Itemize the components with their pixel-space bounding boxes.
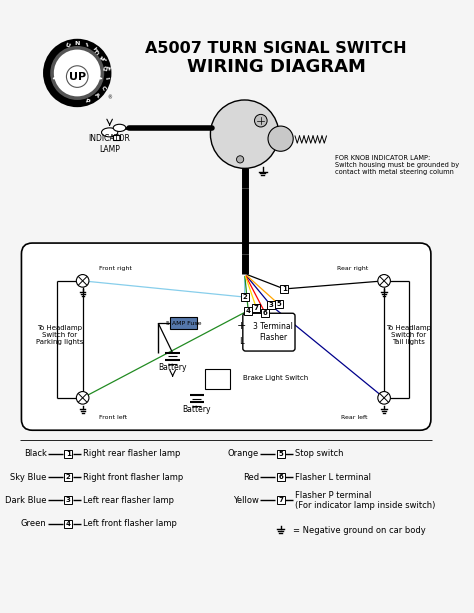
Text: F: F [104, 66, 109, 70]
Text: FOR KNOB INDICATOR LAMP:
Switch housing must be grounded by
contact with metal s: FOR KNOB INDICATOR LAMP: Switch housing … [335, 155, 459, 175]
Circle shape [76, 275, 89, 287]
Text: T: T [93, 47, 100, 53]
Text: Yellow: Yellow [233, 496, 259, 505]
Text: To Headlamp
Switch for
Tail lights: To Headlamp Switch for Tail lights [386, 325, 431, 345]
Text: D: D [103, 65, 109, 71]
Circle shape [76, 392, 89, 404]
Circle shape [66, 66, 88, 88]
Text: 5 AMP Fuse: 5 AMP Fuse [166, 321, 201, 326]
Text: 4: 4 [246, 308, 251, 313]
Text: Black: Black [24, 449, 46, 458]
Text: Red: Red [243, 473, 259, 482]
Text: Battery: Battery [182, 405, 211, 414]
Text: 6: 6 [278, 474, 283, 480]
FancyBboxPatch shape [243, 313, 295, 351]
Text: Right front flasher lamp: Right front flasher lamp [82, 473, 183, 482]
Text: Dark Blue: Dark Blue [5, 496, 46, 505]
Text: Rear left: Rear left [341, 415, 368, 420]
Text: 7: 7 [254, 305, 259, 311]
Text: Flasher L terminal: Flasher L terminal [295, 473, 371, 482]
Text: I: I [85, 42, 90, 48]
Text: C: C [100, 85, 106, 91]
Text: Left rear flasher lamp: Left rear flasher lamp [82, 496, 173, 505]
Text: 6: 6 [263, 310, 268, 316]
Bar [64, 497, 73, 504]
Text: 7: 7 [278, 497, 283, 503]
Bar [252, 304, 260, 312]
Text: Flasher P terminal
(For indicator lamp inside switch): Flasher P terminal (For indicator lamp i… [295, 491, 436, 510]
FancyBboxPatch shape [21, 243, 431, 430]
Text: C: C [93, 47, 100, 53]
Circle shape [255, 115, 267, 127]
Text: 1: 1 [66, 451, 71, 457]
Text: I: I [104, 77, 109, 80]
Text: Orange: Orange [228, 449, 259, 458]
Bar [244, 306, 252, 314]
Text: E: E [100, 55, 106, 61]
FancyBboxPatch shape [205, 369, 230, 389]
Bar [280, 285, 288, 293]
Text: 5: 5 [276, 301, 281, 307]
Text: 2: 2 [66, 474, 71, 480]
Ellipse shape [101, 128, 118, 137]
Bar [267, 301, 275, 309]
Circle shape [210, 100, 279, 169]
Text: +: + [237, 321, 246, 331]
Text: L: L [239, 337, 243, 346]
Text: P: P [84, 97, 91, 104]
Text: Battery: Battery [158, 363, 187, 371]
Ellipse shape [113, 124, 126, 131]
Text: 4: 4 [66, 521, 71, 527]
Bar [275, 300, 283, 308]
Bar [261, 309, 269, 318]
Text: Front left: Front left [99, 415, 127, 420]
Text: N: N [74, 41, 80, 46]
Text: A: A [93, 92, 100, 99]
Text: Front right: Front right [99, 266, 132, 271]
Circle shape [54, 50, 100, 96]
Circle shape [43, 39, 111, 107]
Circle shape [50, 46, 104, 100]
Text: Green: Green [21, 519, 46, 528]
Bar [113, 135, 120, 140]
Text: Left front flasher lamp: Left front flasher lamp [82, 519, 176, 528]
Text: INDICATOR
LAMP: INDICATOR LAMP [89, 134, 130, 154]
Bar [241, 293, 249, 301]
Text: A5007 TURN SIGNAL SWITCH: A5007 TURN SIGNAL SWITCH [146, 41, 407, 56]
Text: Right rear flasher lamp: Right rear flasher lamp [82, 449, 180, 458]
Text: I: I [100, 56, 106, 61]
Bar [276, 497, 285, 504]
Text: = Negative ground on car body: = Negative ground on car body [293, 525, 426, 535]
Text: 5: 5 [278, 451, 283, 457]
Text: 2: 2 [242, 294, 247, 300]
Bar [170, 317, 197, 329]
Text: Rear right: Rear right [337, 266, 368, 271]
Text: Stop switch: Stop switch [295, 449, 344, 458]
Bar [64, 520, 73, 528]
Text: WIRING DIAGRAM: WIRING DIAGRAM [187, 58, 365, 75]
Bar [276, 449, 285, 458]
Text: UP: UP [69, 72, 86, 82]
Bar [276, 473, 285, 481]
Circle shape [378, 275, 391, 287]
Bar [64, 449, 73, 458]
Text: To Headlamp
Switch for
Parking lights: To Headlamp Switch for Parking lights [36, 325, 83, 345]
Text: Sky Blue: Sky Blue [10, 473, 46, 482]
Text: 3: 3 [268, 302, 273, 308]
Text: 3 Terminal
Flasher: 3 Terminal Flasher [254, 322, 293, 342]
Text: ®: ® [107, 96, 112, 101]
Bar [64, 473, 73, 481]
Text: Brake Light Switch: Brake Light Switch [243, 375, 308, 381]
Circle shape [378, 392, 391, 404]
Text: 1: 1 [282, 286, 287, 292]
Circle shape [268, 126, 293, 151]
Text: 3: 3 [66, 497, 71, 503]
Circle shape [237, 156, 244, 163]
Text: U: U [64, 42, 70, 48]
